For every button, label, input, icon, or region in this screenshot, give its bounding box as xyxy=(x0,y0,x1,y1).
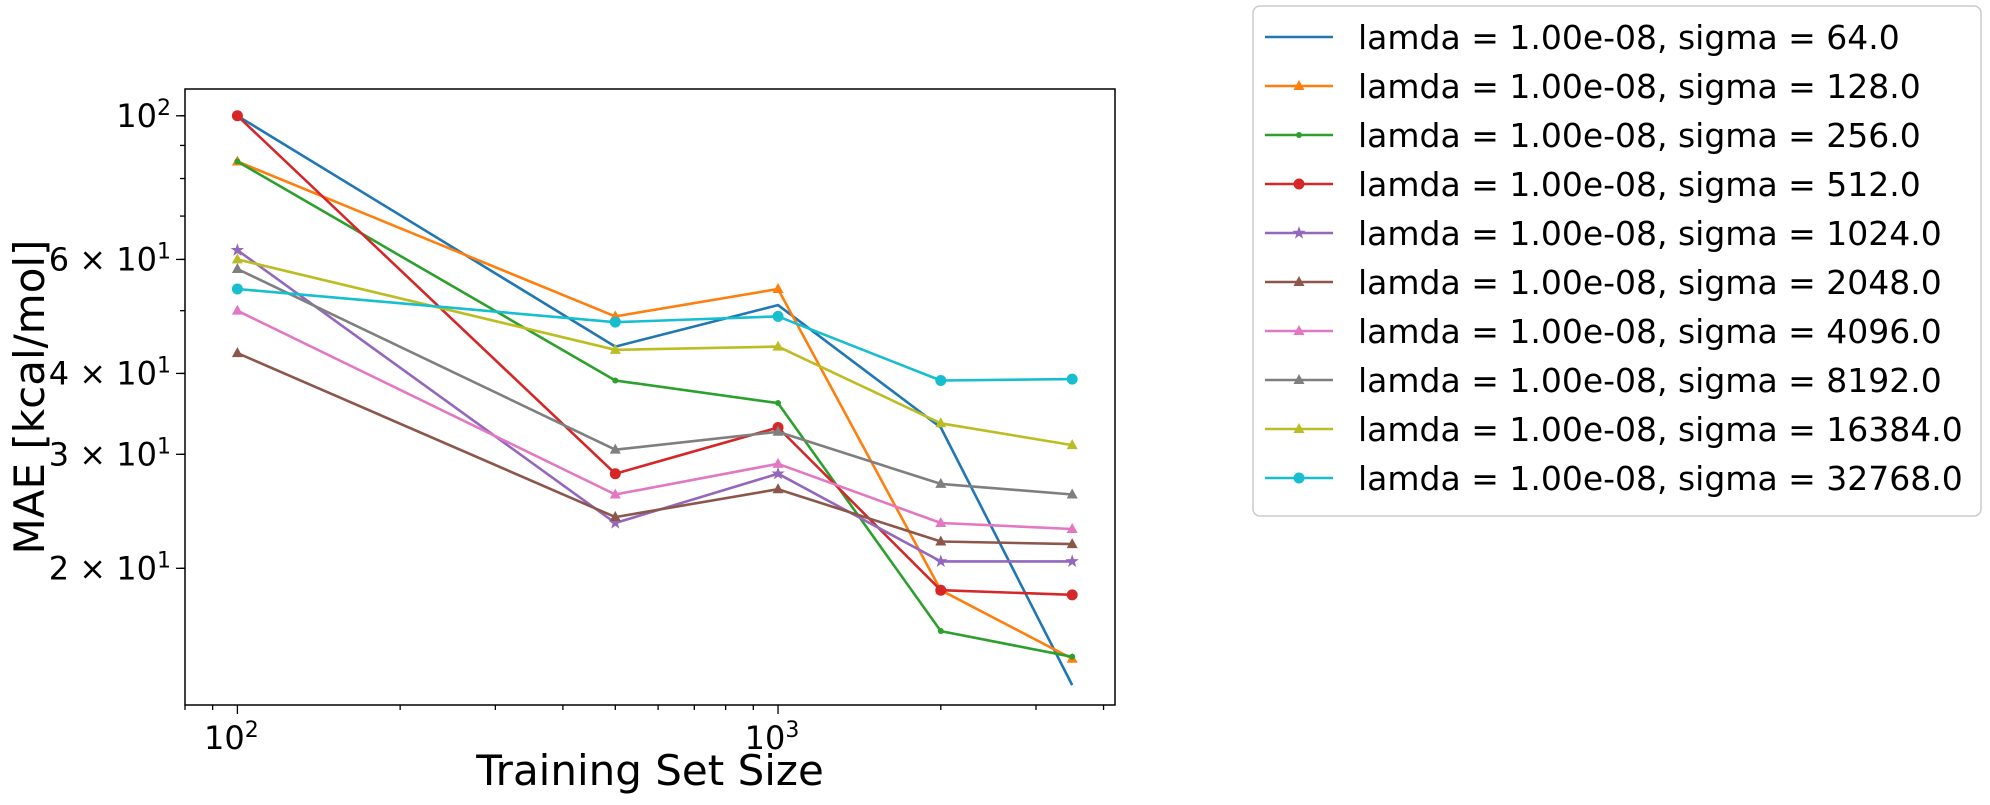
data-point xyxy=(935,375,947,387)
series-3 xyxy=(234,158,1076,660)
ticks xyxy=(176,115,1105,714)
legend-item: lamda = 1.00e-08, sigma = 16384.0 xyxy=(1265,410,1963,449)
data-point xyxy=(1065,554,1079,568)
legend: lamda = 1.00e-08, sigma = 64.0 lamda = 1.… xyxy=(1252,5,1982,517)
data-point xyxy=(772,283,784,294)
data-point xyxy=(1293,178,1305,190)
data-point xyxy=(935,417,947,428)
x-axis-title: Training Set Size xyxy=(475,746,824,795)
legend-label: lamda = 1.00e-08, sigma = 1024.0 xyxy=(1358,214,1942,253)
y-tick-label: 102 xyxy=(116,95,171,135)
data-point xyxy=(935,516,947,527)
data-point xyxy=(772,425,784,436)
x-tick-label: 102 xyxy=(204,718,259,758)
data-point xyxy=(1296,132,1302,138)
legend-label: lamda = 1.00e-08, sigma = 512.0 xyxy=(1358,165,1921,204)
legend-label: lamda = 1.00e-08, sigma = 64.0 xyxy=(1358,18,1900,57)
series-9 xyxy=(231,253,1078,450)
data-point xyxy=(231,110,243,122)
data-point xyxy=(609,488,621,499)
data-point xyxy=(1066,538,1078,549)
legend-item: lamda = 1.00e-08, sigma = 4096.0 xyxy=(1265,312,1942,351)
data-point xyxy=(1293,80,1305,90)
data-point xyxy=(609,511,621,522)
data-point xyxy=(1293,472,1305,484)
y-tick-label: 2 × 101 xyxy=(49,548,171,588)
data-point xyxy=(1066,589,1078,601)
data-point xyxy=(1066,373,1078,385)
data-point xyxy=(772,483,784,494)
data-point xyxy=(1066,523,1078,534)
data-point xyxy=(1293,276,1305,286)
data-point xyxy=(612,377,619,384)
data-point xyxy=(230,243,245,256)
data-point xyxy=(1293,374,1305,384)
legend-item: lamda = 1.00e-08, sigma = 128.0 xyxy=(1265,67,1921,106)
series-7 xyxy=(231,304,1078,534)
legend-item: lamda = 1.00e-08, sigma = 64.0 xyxy=(1265,18,1900,57)
legend-frame xyxy=(1252,5,1982,517)
data-point xyxy=(609,316,621,328)
data-point xyxy=(234,158,241,165)
series-6 xyxy=(231,347,1078,549)
legend-item: lamda = 1.00e-08, sigma = 512.0 xyxy=(1265,165,1921,204)
data-point xyxy=(935,584,947,596)
data-point xyxy=(775,400,782,407)
data-point xyxy=(772,457,784,468)
plot-area xyxy=(184,88,1116,706)
series-line xyxy=(236,114,1074,686)
legend-label: lamda = 1.00e-08, sigma = 4096.0 xyxy=(1358,312,1942,351)
legend-items: lamda = 1.00e-08, sigma = 64.0 lamda = 1.… xyxy=(1265,18,1963,498)
series-layer xyxy=(230,110,1079,686)
data-point xyxy=(937,628,944,635)
y-tick-label: 3 × 101 xyxy=(49,434,171,474)
data-point xyxy=(771,466,785,480)
legend-item: lamda = 1.00e-08, sigma = 2048.0 xyxy=(1265,263,1942,302)
data-point xyxy=(608,515,622,529)
series-8 xyxy=(231,262,1078,499)
data-point xyxy=(231,347,243,358)
legend-item: lamda = 1.00e-08, sigma = 8192.0 xyxy=(1265,361,1942,400)
data-point xyxy=(609,443,621,454)
data-point xyxy=(231,253,243,264)
data-point xyxy=(609,468,621,480)
data-point xyxy=(772,340,784,351)
data-point xyxy=(231,262,243,273)
legend-label: lamda = 1.00e-08, sigma = 32768.0 xyxy=(1358,459,1963,498)
y-axis-title: MAE [kcal/mol] xyxy=(5,240,54,555)
y-tick-label: 4 × 101 xyxy=(49,353,171,393)
legend-item: lamda = 1.00e-08, sigma = 32768.0 xyxy=(1265,459,1963,498)
y-tick-label: 6 × 101 xyxy=(49,239,171,279)
data-point xyxy=(1293,423,1305,433)
data-point xyxy=(1066,488,1078,499)
data-point xyxy=(935,535,947,546)
legend-item: lamda = 1.00e-08, sigma = 256.0 xyxy=(1265,116,1921,155)
legend-item: lamda = 1.00e-08, sigma = 1024.0 xyxy=(1265,214,1942,253)
data-point xyxy=(1293,325,1305,335)
legend-label: lamda = 1.00e-08, sigma = 16384.0 xyxy=(1358,410,1963,449)
data-point xyxy=(231,304,243,315)
data-point xyxy=(934,554,948,568)
data-point xyxy=(231,283,243,295)
data-point xyxy=(1069,653,1076,660)
legend-label: lamda = 1.00e-08, sigma = 256.0 xyxy=(1358,116,1921,155)
data-point xyxy=(609,343,621,354)
legend-label: lamda = 1.00e-08, sigma = 8192.0 xyxy=(1358,361,1942,400)
data-point xyxy=(1292,226,1306,239)
series-10 xyxy=(231,283,1078,387)
legend-label: lamda = 1.00e-08, sigma = 2048.0 xyxy=(1358,263,1942,302)
series-1 xyxy=(236,114,1074,686)
legend-label: lamda = 1.00e-08, sigma = 128.0 xyxy=(1358,67,1921,106)
data-point xyxy=(935,477,947,488)
data-point xyxy=(1066,439,1078,450)
data-point xyxy=(772,310,784,322)
